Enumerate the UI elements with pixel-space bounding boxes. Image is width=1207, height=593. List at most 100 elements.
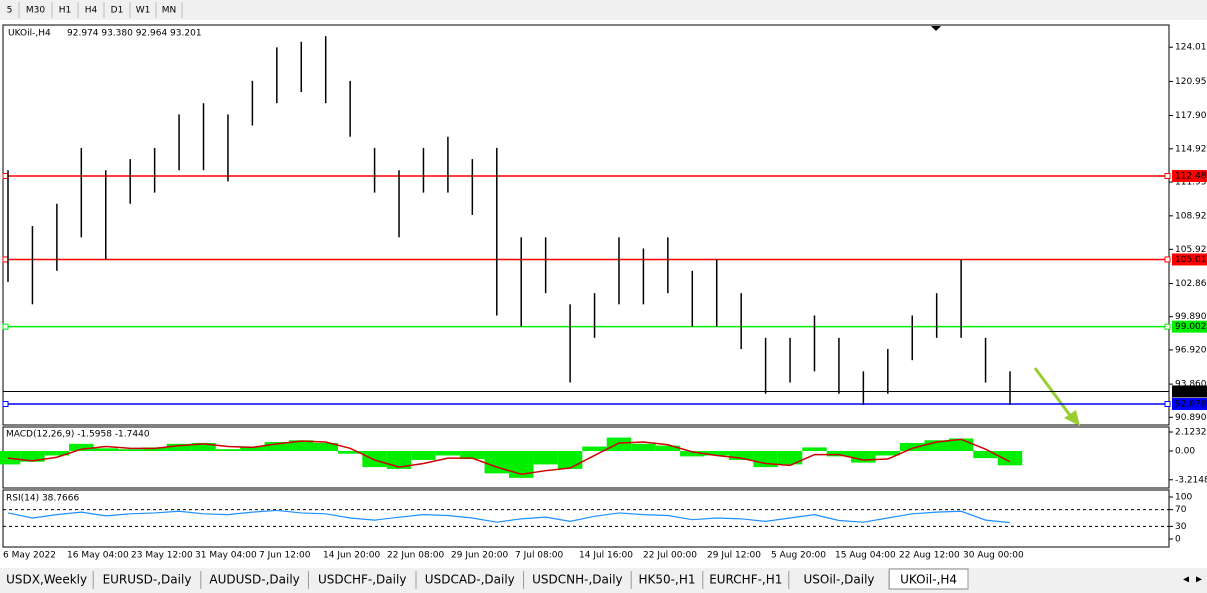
macd-tick-label: 2.1232 — [1175, 427, 1207, 437]
level-handle — [2, 401, 9, 408]
macd-histogram-bar — [924, 440, 949, 451]
timeframe-button[interactable]: M30 — [26, 6, 45, 16]
macd-histogram-bar — [117, 449, 143, 451]
tab-label[interactable]: USDCNH-,Daily — [532, 573, 623, 587]
tab-scroll-left[interactable]: ◂ — [1183, 572, 1189, 586]
price-label: 117.900 — [1175, 111, 1207, 121]
macd-histogram-bar — [362, 451, 387, 468]
price-label: 93.860 — [1175, 380, 1207, 390]
timeframe-button[interactable]: W1 — [136, 6, 151, 16]
level-price-label: 112.486 — [1175, 171, 1207, 181]
active-tab-label[interactable]: UKOil-,H4 — [900, 573, 957, 587]
tab-label[interactable]: USDCHF-,Daily — [318, 573, 406, 587]
time-label: 14 Jul 16:00 — [579, 551, 633, 561]
time-label: 5 Aug 20:00 — [771, 551, 826, 561]
level-price-box — [1172, 253, 1207, 266]
shift-marker — [931, 26, 941, 31]
rsi-tick-label: 30 — [1175, 522, 1187, 532]
level-price-box — [1172, 169, 1207, 182]
tab-label[interactable]: USOil-,Daily — [803, 573, 874, 587]
macd-histogram-bar — [900, 442, 925, 451]
timeframe-button[interactable]: H4 — [85, 6, 98, 16]
macd-histogram-bar — [606, 437, 632, 451]
arrow-head — [1064, 410, 1080, 426]
timeframe-button[interactable]: 5 — [7, 6, 13, 16]
macd-tick-label: 0.00 — [1175, 447, 1195, 457]
level-handle — [1164, 172, 1171, 179]
level-price-box — [1172, 320, 1207, 333]
level-price-box — [1172, 385, 1207, 398]
macd-histogram-bar — [753, 451, 778, 468]
toolbar — [0, 0, 1207, 20]
macd-histogram-bar — [704, 451, 729, 456]
macd-histogram-bar — [166, 443, 192, 451]
level-price-box — [1172, 398, 1207, 411]
macd-histogram-bar — [289, 440, 314, 451]
macd-histogram-bar — [875, 451, 901, 456]
macd-histogram-bar — [802, 447, 827, 451]
price-label: 105.920 — [1175, 245, 1207, 255]
tab-label[interactable]: USDX,Weekly — [6, 573, 87, 587]
time-label: 22 Aug 12:00 — [899, 551, 960, 561]
arrow-shaft — [1033, 367, 1074, 419]
level-price-label: 99.002 — [1175, 322, 1207, 332]
price-label: 111.950 — [1175, 177, 1207, 187]
time-label: 15 Aug 04:00 — [835, 551, 896, 561]
macd-histogram-bar — [313, 442, 338, 451]
macd-label: MACD(12,26,9) -1.5958 -1.7440 — [6, 430, 150, 440]
price-label: 102.860 — [1175, 279, 1207, 289]
level-price-label: 105.015 — [1175, 255, 1207, 265]
macd-histogram-bar — [20, 451, 45, 462]
macd-histogram-bar — [728, 451, 754, 460]
timeframe-button[interactable]: H1 — [59, 6, 72, 16]
rsi-tick-label: 70 — [1175, 505, 1187, 515]
time-label: 7 Jun 12:00 — [259, 551, 311, 561]
level-price-label: 92.078 — [1175, 400, 1207, 410]
level-handle — [1164, 323, 1171, 330]
price-label: 99.890 — [1175, 312, 1207, 322]
macd-signal-line — [7, 438, 1011, 476]
macd-histogram-bar — [264, 442, 290, 451]
macd-histogram-bar — [435, 451, 461, 456]
rsi-panel — [2, 489, 1170, 548]
macd-histogram-bar — [680, 451, 705, 457]
macd-histogram-bar — [655, 445, 681, 451]
tab-label[interactable]: EURCHF-,H1 — [709, 573, 782, 587]
tab-label[interactable]: USDCAD-,Daily — [425, 573, 515, 587]
time-label: 23 May 12:00 — [131, 551, 193, 561]
price-label: 108.920 — [1175, 211, 1207, 221]
macd-histogram-bar — [142, 447, 167, 451]
time-label: 29 Jul 12:00 — [707, 551, 761, 561]
rsi-tick-label: 0 — [1175, 535, 1181, 545]
level-price-label: 93.201 — [1175, 387, 1207, 397]
macd-histogram-bar — [44, 451, 70, 456]
macd-histogram-bar — [777, 451, 803, 465]
time-label: 29 Jun 20:00 — [451, 551, 508, 561]
chart-header-symbol: UKOil-,H4 — [8, 29, 51, 39]
time-label: 16 May 04:00 — [67, 551, 129, 561]
time-label: 22 Jul 00:00 — [643, 551, 697, 561]
macd-histogram-bar — [69, 443, 94, 451]
time-label: 31 May 04:00 — [195, 551, 257, 561]
macd-histogram-bar — [337, 451, 363, 454]
time-label: 22 Jun 08:00 — [387, 551, 444, 561]
macd-histogram-bar — [191, 442, 216, 451]
macd-histogram-bar — [582, 446, 607, 451]
level-handle — [1164, 401, 1171, 408]
macd-histogram-bar — [215, 449, 241, 451]
tab-scroll-right[interactable]: ▸ — [1196, 572, 1202, 586]
macd-histogram-bar — [411, 451, 436, 460]
rsi-label: RSI(14) 38.7666 — [6, 494, 79, 504]
tab-label[interactable]: HK50-,H1 — [639, 573, 696, 587]
tab-label[interactable]: AUDUSD-,Daily — [209, 573, 299, 587]
tab-label[interactable]: EURUSD-,Daily — [103, 573, 192, 587]
macd-histogram-bar — [631, 443, 656, 451]
timeframe-button[interactable]: MN — [162, 6, 177, 16]
timeframe-button[interactable]: D1 — [111, 6, 124, 16]
price-label: 120.950 — [1175, 77, 1207, 87]
price-label: 124.010 — [1175, 43, 1207, 53]
macd-histogram-bar — [484, 451, 509, 474]
price-label: 96.920 — [1175, 345, 1207, 355]
time-label: 7 Jul 08:00 — [515, 551, 564, 561]
